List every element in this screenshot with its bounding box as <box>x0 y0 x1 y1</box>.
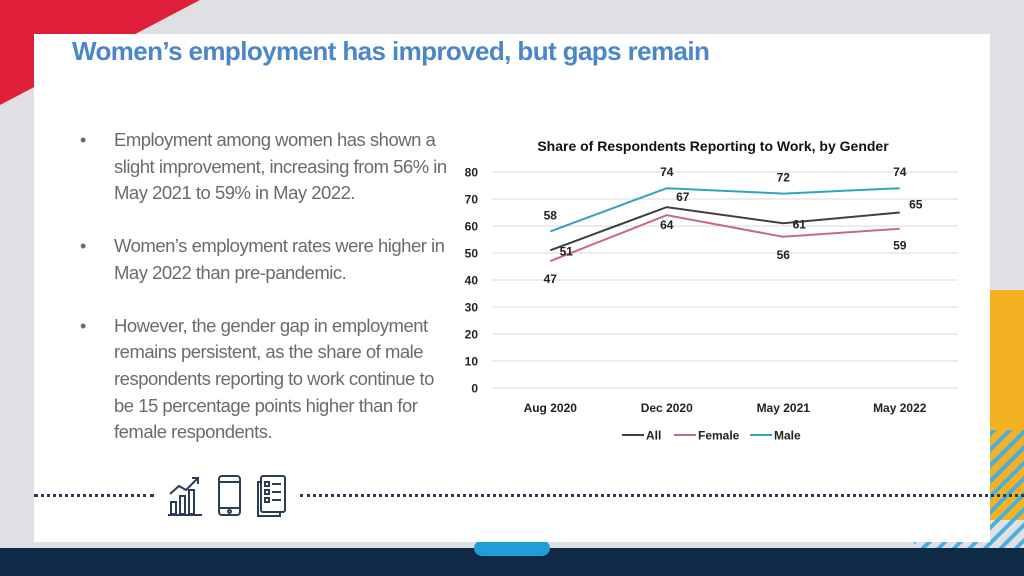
data-label-female: 56 <box>777 248 791 262</box>
x-tick-label: Aug 2020 <box>524 401 578 415</box>
dotted-divider-left <box>34 494 154 497</box>
data-label-female: 64 <box>660 218 674 232</box>
footer-pill <box>474 540 550 556</box>
bullet-marker: • <box>80 236 86 257</box>
y-tick-label: 20 <box>465 328 479 342</box>
bullet-item: • However, the gender gap in employment … <box>78 313 448 447</box>
chart-title: Share of Respondents Reporting to Work, … <box>537 138 889 154</box>
y-tick-label: 60 <box>465 220 479 234</box>
data-label-male: 74 <box>660 165 674 179</box>
series-line-male <box>549 187 900 233</box>
y-tick-label: 80 <box>465 166 479 180</box>
bullet-marker: • <box>80 315 86 336</box>
data-label-all: 61 <box>793 217 807 231</box>
x-tick-label: May 2021 <box>757 401 811 415</box>
data-label-male: 74 <box>893 165 907 179</box>
y-tick-label: 70 <box>465 193 479 207</box>
bullet-list: • Employment among women has shown a sli… <box>78 127 448 472</box>
series-line-female <box>549 214 900 263</box>
checklist-document-icon <box>257 475 286 517</box>
legend-label-all: All <box>646 429 661 443</box>
bullet-text: Women’s employment rates were higher in … <box>114 235 445 283</box>
data-label-all: 51 <box>560 244 574 258</box>
bullet-text: Employment among women has shown a sligh… <box>114 129 447 204</box>
slide-title: Women’s employment has improved, but gap… <box>72 36 710 66</box>
legend-label-male: Male <box>774 429 801 443</box>
growth-chart-icon <box>168 477 202 516</box>
slide-card <box>34 34 990 542</box>
x-tick-label: Dec 2020 <box>641 401 693 415</box>
data-label-male: 72 <box>777 171 791 185</box>
data-label-all: 65 <box>909 198 923 212</box>
bullet-item: • Employment among women has shown a sli… <box>78 127 448 207</box>
y-tick-label: 50 <box>465 247 479 261</box>
data-label-all: 67 <box>676 190 690 204</box>
y-tick-label: 10 <box>465 355 479 369</box>
dotted-divider-right <box>300 494 1024 497</box>
series-line-all <box>549 206 900 252</box>
y-tick-label: 40 <box>465 274 479 288</box>
y-tick-label: 0 <box>471 382 478 396</box>
data-label-female: 47 <box>544 272 558 286</box>
mobile-phone-icon <box>218 475 241 516</box>
bullet-marker: • <box>80 130 86 150</box>
y-tick-label: 30 <box>465 301 479 315</box>
bullet-text: However, the gender gap in employment re… <box>114 314 434 443</box>
data-label-male: 58 <box>544 208 558 222</box>
bullet-item: • Women’s employment rates were higher i… <box>78 233 448 286</box>
x-tick-label: May 2022 <box>873 401 927 415</box>
data-label-female: 59 <box>893 239 907 253</box>
legend-label-female: Female <box>698 429 740 443</box>
